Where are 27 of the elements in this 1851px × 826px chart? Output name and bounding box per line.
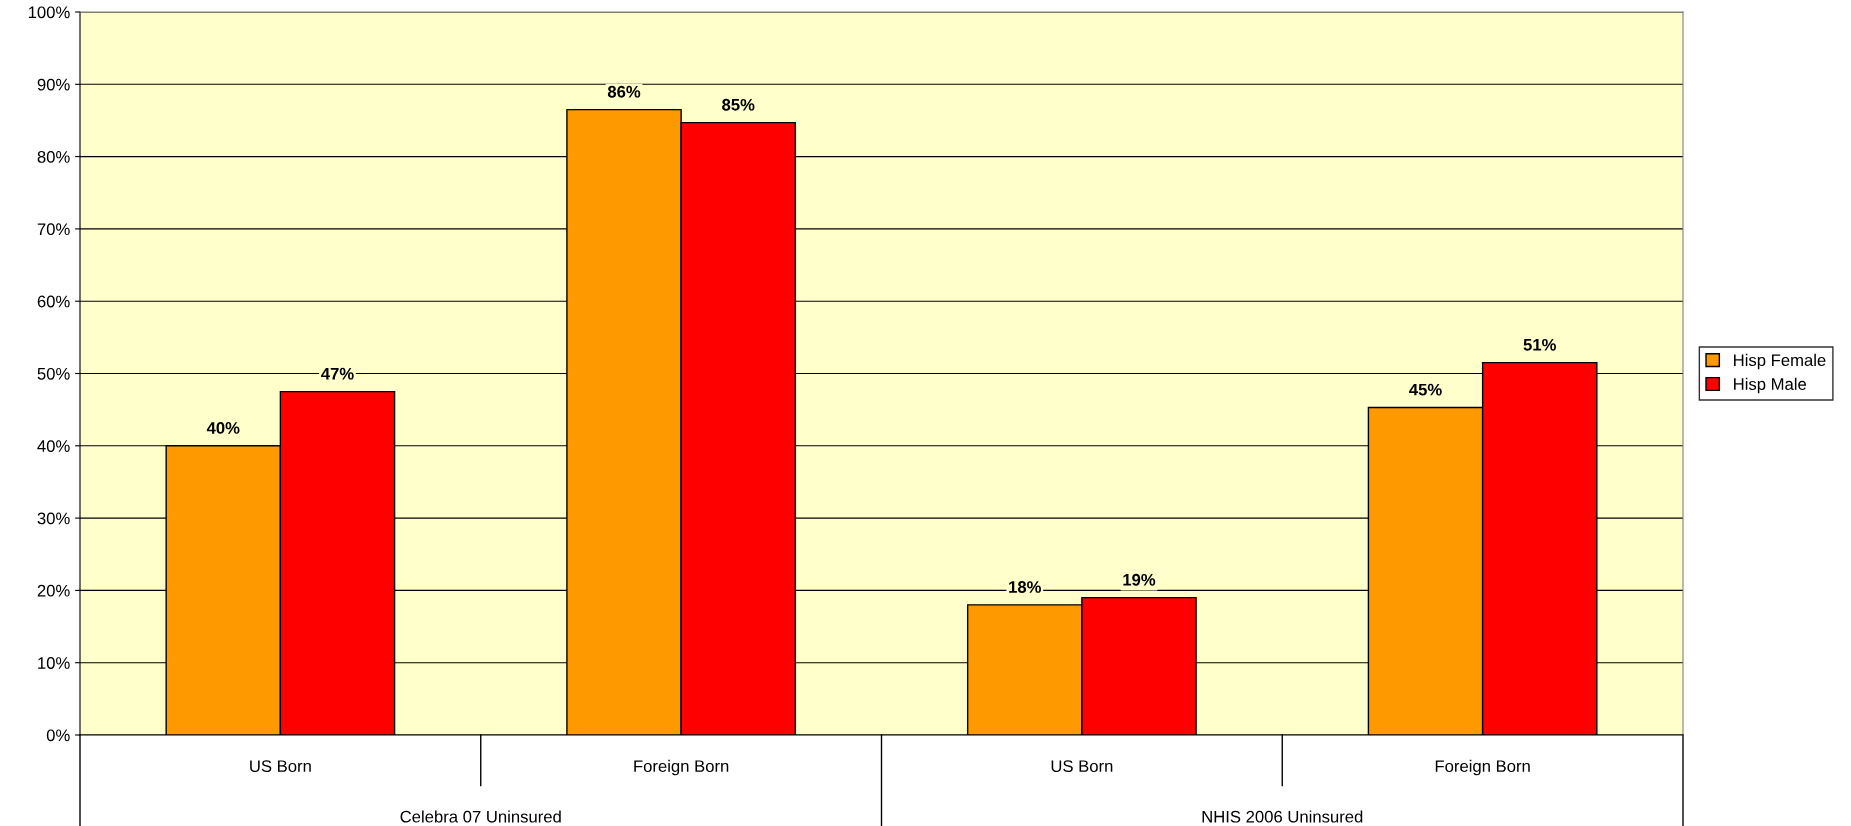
data-label: 86%: [607, 85, 641, 98]
y-tick-label: 90%: [37, 78, 70, 91]
y-tick-label: 60%: [37, 295, 70, 308]
y-tick-label: 100%: [28, 6, 70, 19]
legend-label: Hisp Male: [1734, 377, 1807, 394]
y-tick-label: 50%: [37, 367, 70, 380]
data-label: 40%: [206, 422, 240, 434]
x-tick-label: Foreign Born: [634, 759, 729, 776]
data-label: 47%: [321, 367, 354, 380]
y-tick-label: 20%: [37, 584, 70, 597]
data-label: 45%: [1409, 383, 1442, 396]
y-tick-label: 10%: [38, 657, 70, 669]
text: Celebra 07 Uninsured: [400, 810, 561, 823]
y-tick-label: 70%: [37, 223, 70, 236]
y-tick-label: 40%: [37, 440, 70, 452]
data-label: 19%: [1123, 573, 1156, 586]
data-label: 51%: [1523, 338, 1556, 351]
text: NHIS 2006 Uninsured: [1202, 810, 1363, 823]
data-label: 18%: [1009, 581, 1042, 593]
y-tick-label: 0%: [46, 729, 70, 742]
y-tick-label: 30%: [37, 512, 70, 525]
y-tick-label: 80%: [37, 151, 70, 163]
x-tick-label: US Born: [1051, 760, 1113, 773]
data-label: 85%: [722, 98, 755, 111]
x-tick-label: Foreign Born: [1435, 759, 1530, 776]
legend-label: Hisp Female: [1734, 353, 1826, 370]
x-tick-label: US Born: [250, 760, 311, 773]
